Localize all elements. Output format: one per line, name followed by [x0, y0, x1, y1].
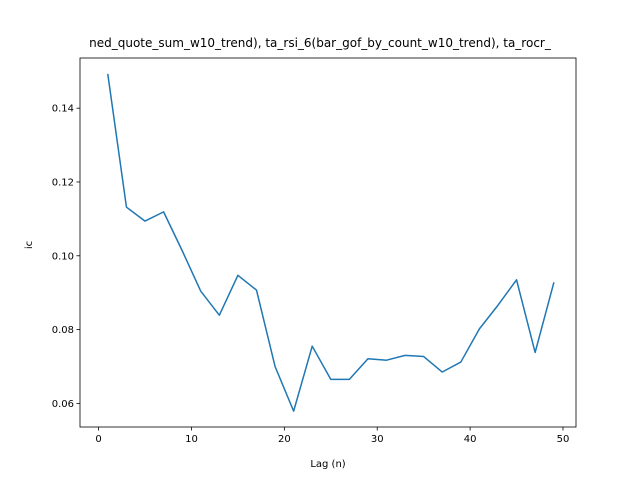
y-tick-label: 0.14	[52, 104, 74, 115]
chart-title: ned_quote_sum_w10_trend), ta_rsi_6(bar_g…	[89, 36, 552, 50]
y-tick-label: 0.06	[52, 399, 74, 410]
plot-area: 0 10 20 30 40 50 0.06 0.08 0.10 0.12 0.14	[52, 57, 577, 445]
y-tick-label: 0.10	[52, 251, 74, 262]
x-tick-label: 0	[95, 434, 101, 445]
series-line	[107, 73, 555, 412]
y-axis-label: ic	[24, 241, 35, 249]
y-tick-label: 0.08	[52, 325, 74, 336]
x-tick-label: 40	[464, 434, 477, 445]
x-tick-label: 10	[185, 434, 198, 445]
x-tick-label: 30	[371, 434, 384, 445]
axes-frame	[79, 57, 577, 428]
x-tick-label: 20	[278, 434, 291, 445]
x-axis-label: Lag (n)	[310, 459, 345, 470]
y-tick-label: 0.12	[52, 177, 74, 188]
x-tick-label: 50	[557, 434, 570, 445]
